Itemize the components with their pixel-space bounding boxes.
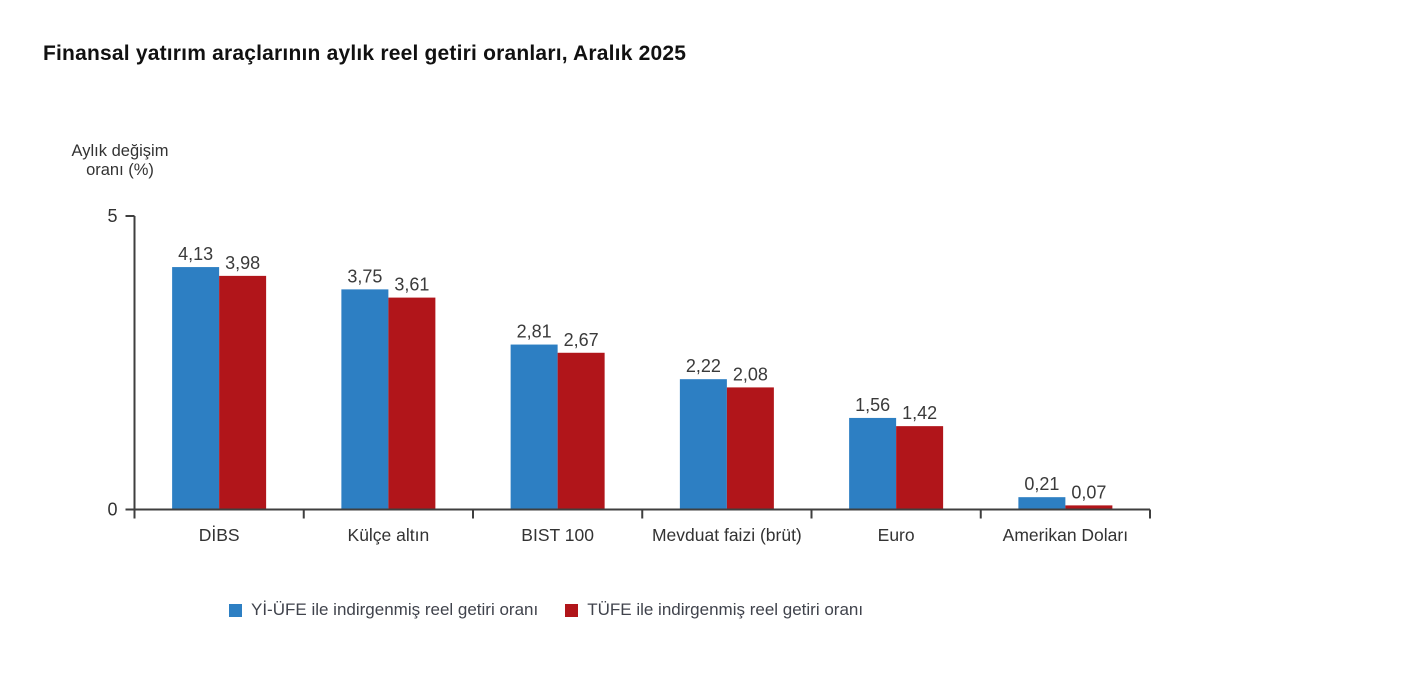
y-axis-title: Aylık değişim oranı (%) — [56, 142, 184, 180]
value-label-tufe-4: 2,08 — [733, 364, 768, 384]
legend-item-tufe: TÜFE ile indirgenmiş reel getiri oranı — [565, 600, 863, 620]
bar-tufe-6 — [1065, 505, 1113, 510]
bar-tufe-3 — [557, 352, 605, 510]
legend-label-yi-ufe: Yİ-ÜFE ile indirgenmiş reel getiri oranı — [251, 600, 539, 619]
category-label-6: Amerikan Doları — [1003, 525, 1128, 545]
category-label-1: DİBS — [199, 525, 240, 545]
chart-title: Finansal yatırım araçlarının aylık reel … — [43, 42, 687, 65]
value-label-yi-ufe-1: 4,13 — [178, 244, 213, 264]
y-tick-label-0: 0 — [107, 500, 117, 520]
value-label-yi-ufe-6: 0,21 — [1024, 474, 1059, 494]
bar-yi-ufe-5 — [849, 417, 897, 510]
value-label-tufe-1: 3,98 — [225, 253, 260, 273]
legend-label-tufe: TÜFE ile indirgenmiş reel getiri oranı — [587, 600, 864, 619]
bar-yi-ufe-4 — [679, 379, 727, 510]
category-label-2: Külçe altın — [348, 525, 430, 545]
value-label-yi-ufe-3: 2,81 — [517, 322, 552, 342]
y-axis-title-line-2: oranı (%) — [86, 161, 154, 179]
bar-tufe-1 — [219, 275, 267, 510]
value-label-yi-ufe-5: 1,56 — [855, 395, 890, 415]
value-label-yi-ufe-2: 3,75 — [347, 266, 382, 286]
bar-yi-ufe-2 — [341, 289, 389, 510]
category-label-3: BIST 100 — [521, 525, 594, 545]
value-label-tufe-2: 3,61 — [394, 275, 429, 295]
y-axis-title-line-1: Aylık değişim — [71, 142, 169, 160]
bar-yi-ufe-3 — [510, 344, 558, 510]
bar-tufe-2 — [388, 297, 436, 510]
value-label-yi-ufe-4: 2,22 — [686, 356, 721, 376]
chart-legend: Yİ-ÜFE ile indirgenmiş reel getiri oranı… — [229, 600, 863, 620]
category-label-4: Mevduat faizi (brüt) — [652, 525, 802, 545]
value-label-tufe-3: 2,67 — [564, 330, 599, 350]
bar-yi-ufe-6 — [1018, 497, 1066, 510]
bar-tufe-5 — [896, 426, 944, 510]
value-label-tufe-5: 1,42 — [902, 403, 937, 423]
y-tick-label-5: 5 — [107, 206, 117, 226]
bar-tufe-4 — [726, 387, 774, 510]
legend-item-yi-ufe: Yİ-ÜFE ile indirgenmiş reel getiri oranı — [229, 600, 538, 620]
category-label-5: Euro — [878, 525, 915, 545]
value-label-tufe-6: 0,07 — [1071, 482, 1106, 502]
yi-ufe-series-swatch-icon — [229, 603, 242, 617]
tufe-series-swatch-icon — [565, 603, 579, 617]
bar-yi-ufe-1 — [172, 267, 220, 510]
